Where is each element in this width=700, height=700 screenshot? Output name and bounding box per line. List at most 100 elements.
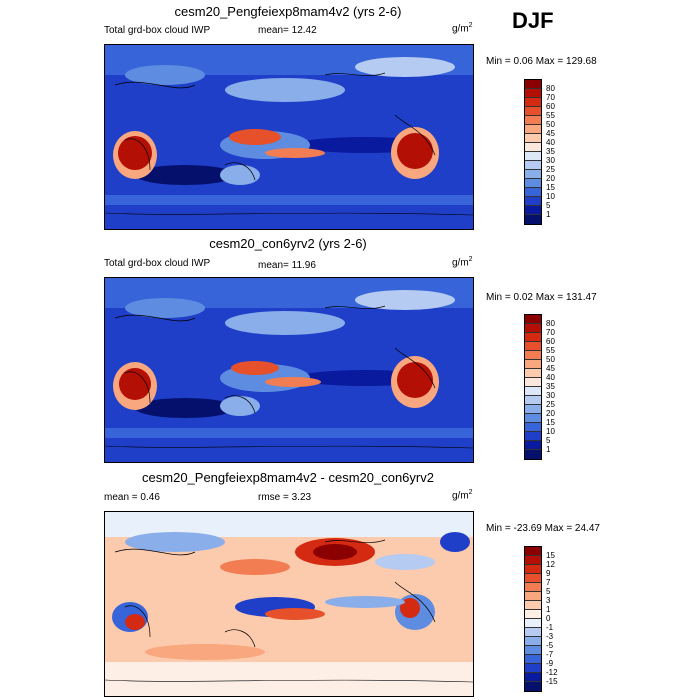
colorbar-tick: 60 [546, 102, 555, 111]
colorbar-tick: 7 [546, 578, 551, 587]
colorbar-tick: -12 [546, 668, 558, 677]
units-label: g/m2 [452, 256, 473, 269]
colorbar-swatch [525, 682, 541, 691]
colorbar-swatch [525, 637, 541, 646]
mean-value: mean = 0.46 [104, 492, 160, 503]
colorbar-swatch [525, 432, 541, 441]
colorbar-swatch [525, 619, 541, 628]
colorbar-tick: 1 [546, 445, 551, 454]
colorbar-swatch [525, 360, 541, 369]
colorbar-swatch [525, 423, 541, 432]
colorbar-tick: 45 [546, 364, 555, 373]
colorbar-swatch [525, 556, 541, 565]
colorbar-swatch [525, 405, 541, 414]
season-label: DJF [512, 8, 554, 33]
minmax-label: Min = 0.02 Max = 131.47 [486, 292, 597, 303]
colorbar-swatch [525, 215, 541, 224]
colorbar-swatch [525, 592, 541, 601]
colorbar-tick: 5 [546, 201, 551, 210]
colorbar-swatch [525, 324, 541, 333]
iwp-field [105, 278, 473, 462]
colorbar-swatch [525, 89, 541, 98]
colorbar-swatch [525, 152, 541, 161]
colorbar-swatch [525, 547, 541, 556]
colorbar-swatch [525, 107, 541, 116]
colorbar-tick: -15 [546, 677, 558, 686]
colorbar-tick: 60 [546, 337, 555, 346]
colorbar [524, 79, 542, 225]
colorbar-swatch [525, 610, 541, 619]
colorbar-tick: 25 [546, 400, 555, 409]
colorbar-swatch [525, 601, 541, 610]
colorbar-swatch [525, 441, 541, 450]
colorbar-tick: 25 [546, 165, 555, 174]
colorbar-tick: 70 [546, 93, 555, 102]
colorbar-tick: -7 [546, 650, 554, 659]
colorbar-swatch [525, 673, 541, 682]
colorbar-tick: -1 [546, 623, 554, 632]
colorbar-tick: 10 [546, 192, 555, 201]
colorbar-swatch [525, 396, 541, 405]
colorbar-tick: 15 [546, 183, 555, 192]
iwp-field [105, 45, 473, 229]
colorbar-swatch [525, 369, 541, 378]
colorbar-tick: 35 [546, 382, 555, 391]
colorbar-tick: -5 [546, 641, 554, 650]
colorbar-tick: 5 [546, 587, 551, 596]
difference-map [104, 511, 474, 697]
units-label: g/m2 [452, 22, 473, 35]
colorbar-swatch [525, 170, 541, 179]
panel-title: cesm20_Pengfeiexp8mam4v2 (yrs 2-6) [174, 4, 402, 19]
colorbar-tick: -3 [546, 632, 554, 641]
mean-value: mean= 12.42 [258, 25, 317, 36]
colorbar-tick: 1 [546, 210, 551, 219]
colorbar-swatch [525, 378, 541, 387]
colorbar-tick: 30 [546, 391, 555, 400]
colorbar-swatch [525, 80, 541, 89]
colorbar-tick: 1 [546, 605, 551, 614]
colorbar-swatch [525, 206, 541, 215]
colorbar-tick: 40 [546, 138, 555, 147]
colorbar-swatch [525, 143, 541, 152]
variable-label: Total grd-box cloud IWP [104, 258, 211, 269]
colorbar-swatch [525, 351, 541, 360]
colorbar-tick: 45 [546, 129, 555, 138]
colorbar-tick: 55 [546, 111, 555, 120]
colorbar-tick: 70 [546, 328, 555, 337]
colorbar [524, 314, 542, 460]
mean-value: mean= 11.96 [258, 260, 316, 271]
difference-field [105, 512, 473, 696]
colorbar-tick: 5 [546, 436, 551, 445]
panel-title: cesm20_con6yrv2 (yrs 2-6) [209, 236, 367, 251]
panel-title: cesm20_Pengfeiexp8mam4v2 - cesm20_con6yr… [142, 470, 434, 485]
colorbar-swatch [525, 125, 541, 134]
colorbar-swatch [525, 565, 541, 574]
colorbar-tick: 0 [546, 614, 551, 623]
rmse-value: rmse = 3.23 [258, 492, 312, 503]
colorbar-tick: 55 [546, 346, 555, 355]
units-label: g/m2 [452, 489, 473, 502]
colorbar-swatch [525, 387, 541, 396]
colorbar-tick: 15 [546, 551, 555, 560]
colorbar-swatch [525, 342, 541, 351]
variable-label: Total grd-box cloud IWP [104, 25, 211, 36]
colorbar-tick: 50 [546, 120, 555, 129]
colorbar-swatch [525, 98, 541, 107]
minmax-label: Min = 0.06 Max = 129.68 [486, 56, 597, 67]
colorbar-tick: 20 [546, 174, 555, 183]
colorbar-swatch [525, 179, 541, 188]
colorbar-swatch [525, 655, 541, 664]
colorbar-swatch [525, 574, 541, 583]
colorbar-swatch [525, 134, 541, 143]
colorbar-swatch [525, 161, 541, 170]
colorbar-swatch [525, 315, 541, 324]
minmax-label: Min = -23.69 Max = 24.47 [486, 523, 600, 534]
colorbar-tick: -9 [546, 659, 554, 668]
colorbar-swatch [525, 414, 541, 423]
colorbar-swatch [525, 628, 541, 637]
colorbar-tick: 12 [546, 560, 555, 569]
colorbar-swatch [525, 646, 541, 655]
colorbar-swatch [525, 333, 541, 342]
colorbar-tick: 10 [546, 427, 555, 436]
colorbar-tick: 50 [546, 355, 555, 364]
